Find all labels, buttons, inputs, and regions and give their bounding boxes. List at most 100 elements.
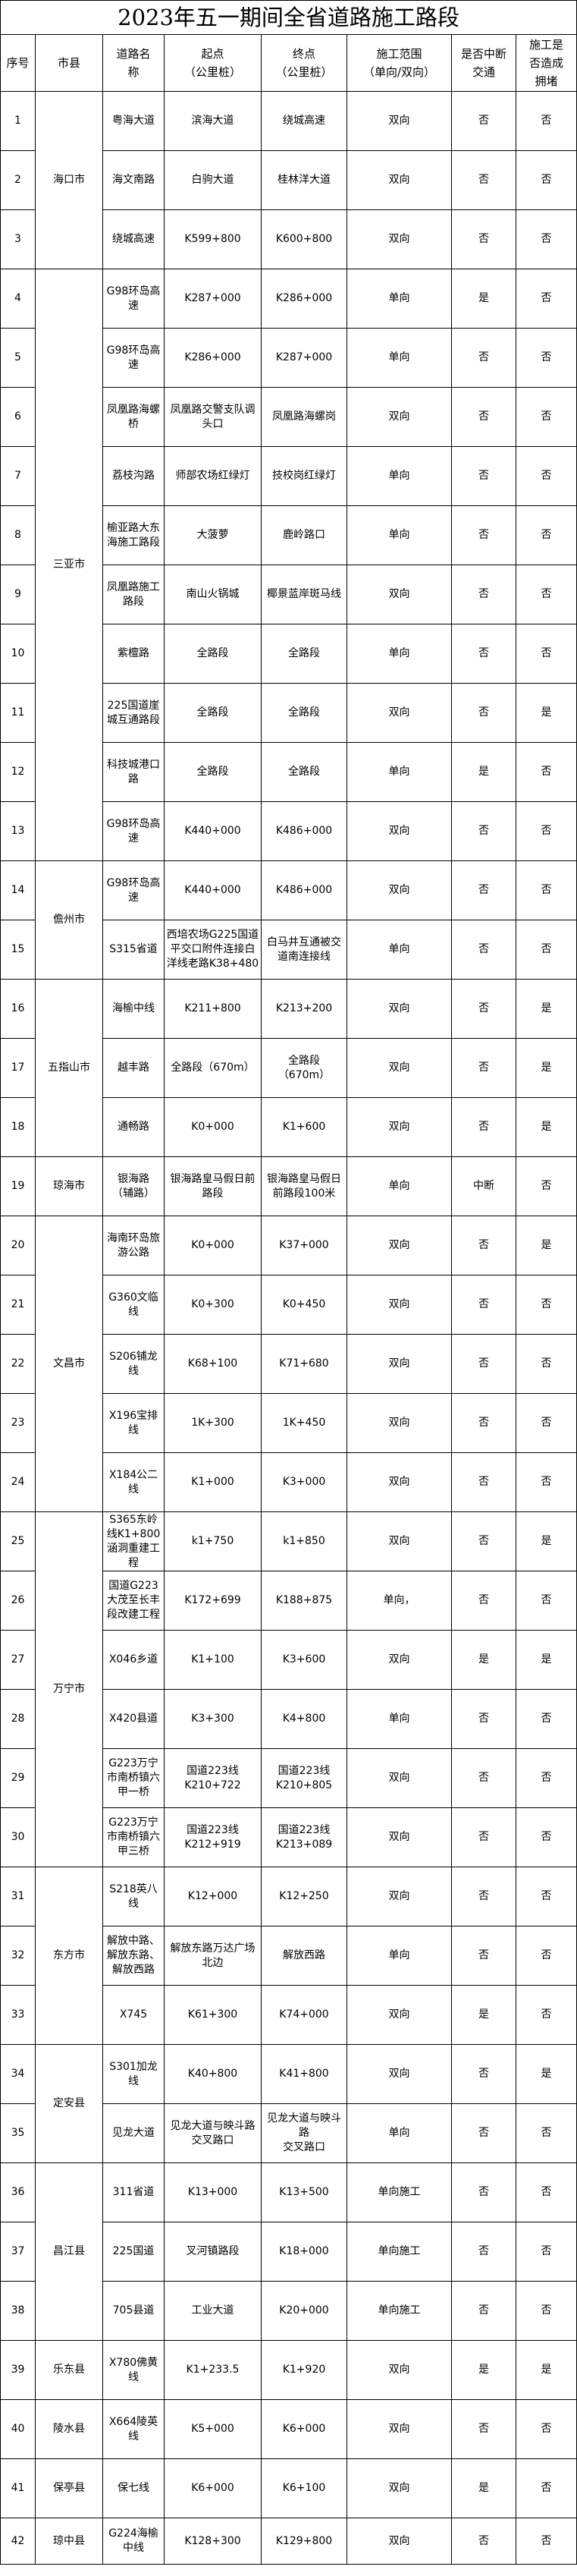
row-number: 20	[0, 1216, 36, 1275]
road-name-cell: G98环岛高速	[102, 801, 165, 861]
end-point-cell: 技校岗红绿灯	[261, 446, 347, 506]
table-row: 7 荔枝沟路 师部农场红绿灯 技校岗红绿灯 单向否否	[0, 446, 577, 506]
interrupt-traffic-cell: 否	[451, 446, 516, 506]
table-row: 5 G98环岛高速 K286+000 K287+000 单向否否	[0, 328, 577, 388]
end-point-cell: 全路段 （670m）	[261, 1038, 347, 1098]
interrupt-traffic-cell: 否	[451, 2222, 516, 2282]
road-name-cell: X745	[102, 1985, 165, 2045]
congestion-cell: 否	[515, 742, 577, 802]
interrupt-traffic-cell: 否	[451, 1511, 516, 1571]
interrupt-traffic-cell: 是	[451, 2340, 516, 2400]
scope-cell: 单向施工	[347, 2162, 452, 2222]
row-number: 5	[0, 328, 36, 388]
interrupt-traffic-cell: 否	[451, 91, 516, 151]
end-point-cell: K13+500	[261, 2162, 347, 2222]
interrupt-traffic-cell: 否	[451, 1689, 516, 1749]
city-cell: 定安县	[35, 2044, 103, 2163]
congestion-cell: 否	[515, 2103, 577, 2163]
row-number: 4	[0, 269, 36, 329]
scope-cell: 双向	[347, 2044, 452, 2104]
start-point-cell: 国道223线 K210+722	[164, 1748, 262, 1808]
row-number: 18	[0, 1097, 36, 1157]
start-point-cell: K286+000	[164, 328, 262, 388]
end-point-cell: 白马井互通被交道南连接线	[261, 920, 347, 980]
interrupt-traffic-cell: 否	[451, 1571, 516, 1631]
table-row: 25 万宁市 S365东岭线K1+800涵洞重建工程 k1+750 k1+850 双向否是	[0, 1511, 577, 1867]
road-name-cell: 榆亚路大东海施工路段	[102, 505, 165, 565]
start-point-cell: K1+000	[164, 1452, 262, 1512]
start-point-cell: K13+000	[164, 2162, 262, 2222]
interrupt-traffic-cell: 否	[451, 1275, 516, 1335]
table-row: 10 紫檀路 全路段 全路段 单向否否	[0, 624, 577, 684]
road-name-cell: S218英八线	[102, 1867, 165, 1926]
congestion-cell: 否	[515, 1985, 577, 2045]
city-cell: 三亚市	[35, 269, 103, 861]
scope-cell: 双向	[347, 1867, 452, 1926]
scope-cell: 双向	[347, 150, 452, 210]
end-point-cell: 1K+450	[261, 1393, 347, 1453]
table-row: 2 海文南路 白驹大道 桂林洋大道 双向否否	[0, 150, 577, 210]
start-point-cell: 滨海大道	[164, 91, 262, 151]
scope-cell: 双向	[347, 1097, 452, 1157]
road-name-cell: 紫檀路	[102, 624, 165, 684]
scope-cell: 单向	[347, 269, 452, 329]
city-cell: 乐东县	[35, 2340, 103, 2400]
start-point-cell: 银海路皇马假日前路段	[164, 1156, 262, 1216]
scope-cell: 单向	[347, 742, 452, 802]
row-number: 7	[0, 446, 36, 506]
end-point-cell: 凤凰路海螺岗	[261, 387, 347, 447]
row-number: 34	[0, 2044, 36, 2104]
road-name-cell: S315省道	[102, 920, 165, 980]
table-row: 29 G223万宁市南桥镇六甲一桥 国道223线 K210+722 国道223线 K2…	[0, 1748, 577, 1808]
road-name-cell: 国道G223大茂至长丰段改建工程	[102, 1571, 165, 1631]
city-cell: 陵水县	[35, 2399, 103, 2459]
congestion-cell: 否	[515, 269, 577, 329]
start-point-cell: K287+000	[164, 269, 262, 329]
scope-cell: 双向	[347, 565, 452, 624]
start-point-cell: K1+233.5	[164, 2340, 262, 2400]
scope-cell: 双向	[347, 1748, 452, 1808]
row-number: 14	[0, 860, 36, 920]
road-name-cell: X780佛黄线	[102, 2340, 165, 2400]
start-point-cell: K12+000	[164, 1867, 262, 1926]
row-number: 29	[0, 1748, 36, 1808]
start-point-cell: 全路段	[164, 742, 262, 802]
scope-cell: 单向施工	[347, 2222, 452, 2282]
row-number: 21	[0, 1275, 36, 1335]
end-point-cell: 解放西路	[261, 1926, 347, 1986]
interrupt-traffic-cell: 否	[451, 1393, 516, 1453]
congestion-cell: 否	[515, 1452, 577, 1512]
scope-cell: 单向	[347, 1156, 452, 1216]
road-name-cell: 越丰路	[102, 1038, 165, 1098]
end-point-cell: K3+000	[261, 1452, 347, 1512]
interrupt-traffic-cell: 否	[451, 1452, 516, 1512]
row-number: 37	[0, 2222, 36, 2282]
scope-cell: 单向	[347, 624, 452, 684]
scope-cell: 双向	[347, 1630, 452, 1690]
scope-cell: 双向	[347, 860, 452, 920]
row-number: 22	[0, 1334, 36, 1394]
table-row: 21 G360文临线 K0+300 K0+450 双向否否	[0, 1275, 577, 1335]
scope-cell: 双向	[347, 1275, 452, 1335]
congestion-cell: 是	[515, 683, 577, 743]
interrupt-traffic-cell: 是	[451, 2458, 516, 2518]
interrupt-traffic-cell: 否	[451, 328, 516, 388]
scope-cell: 双向	[347, 387, 452, 447]
congestion-cell: 否	[515, 1275, 577, 1335]
start-point-cell: 国道223线 K212+919	[164, 1807, 262, 1867]
end-point-cell: 见龙大道与映斗路 交叉路口	[261, 2103, 347, 2163]
end-point-cell: K71+680	[261, 1334, 347, 1394]
table-row: 8 榆亚路大东海施工路段 大菠萝 鹿岭路口 单向否否	[0, 505, 577, 565]
table-row: 17 越丰路 全路段（670m） 全路段 （670m） 双向否是	[0, 1038, 577, 1098]
road-name-cell: G98环岛高速	[102, 860, 165, 920]
scope-cell: 双向	[347, 1452, 452, 1512]
road-name-cell: G98环岛高速	[102, 269, 165, 329]
end-point-cell: K600+800	[261, 209, 347, 269]
row-number: 27	[0, 1630, 36, 1690]
interrupt-traffic-cell: 否	[451, 920, 516, 980]
row-number: 38	[0, 2281, 36, 2341]
road-name-cell: 银海路 （辅路）	[102, 1156, 165, 1216]
congestion-cell: 否	[515, 920, 577, 980]
interrupt-traffic-cell: 否	[451, 1216, 516, 1275]
interrupt-traffic-cell: 否	[451, 683, 516, 743]
